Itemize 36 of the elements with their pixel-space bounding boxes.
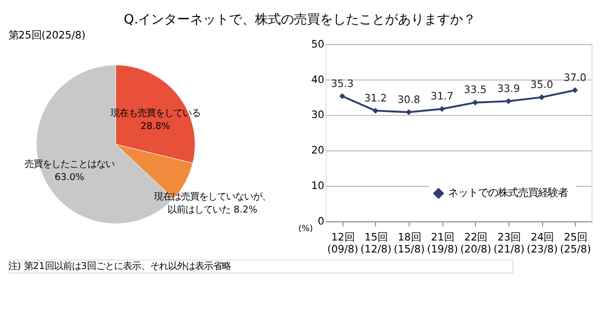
point bbox=[439, 106, 445, 112]
data-label: 31.7 bbox=[430, 90, 454, 103]
x-tick-label: 21回 (19/8) bbox=[426, 231, 458, 256]
y-tick-label: 30 bbox=[311, 109, 324, 122]
data-label: 33.9 bbox=[497, 82, 520, 95]
point bbox=[339, 93, 346, 100]
data-label: 28.8% bbox=[140, 121, 170, 132]
point bbox=[506, 98, 512, 104]
point bbox=[372, 108, 378, 114]
x-tick-label: 22回 (20/8) bbox=[460, 231, 492, 256]
y-tick-label: 0 bbox=[318, 216, 324, 228]
x-tick-label: 24回 (23/8) bbox=[526, 231, 558, 256]
y-tick-label: 20 bbox=[311, 144, 324, 157]
slice-label: 売買をしたことはない bbox=[24, 159, 114, 170]
data-label: 63.0% bbox=[54, 172, 84, 184]
text: 注) 第21回以前は3回ごとに表示、それ以外は表示省略 bbox=[8, 260, 231, 272]
slice-label: 現在は売買をしていないが、以前はしていた 8.2% bbox=[154, 192, 272, 216]
x-tick-label: 23回 (21/8) bbox=[493, 231, 524, 256]
x-tick-label: 18回 (15/8) bbox=[394, 231, 425, 256]
y-tick-label: 40 bbox=[311, 74, 324, 86]
x-tick-label: 15回 (12/8) bbox=[360, 231, 392, 256]
data-label: 31.2 bbox=[364, 92, 387, 104]
y-axis-title: (%) bbox=[298, 223, 313, 234]
x-tick-label: 25回 (25/8) bbox=[560, 231, 591, 256]
chart-subtitle: 第25回(2025/8) bbox=[8, 29, 86, 42]
point bbox=[572, 87, 578, 94]
y-tick-label: 50 bbox=[311, 38, 324, 50]
x-tick-label: 12回 (09/8) bbox=[327, 231, 358, 256]
data-label: 35.3 bbox=[330, 78, 354, 90]
y-tick-label: 10 bbox=[311, 180, 324, 192]
legend-label: ネットでの株式売買経験者 bbox=[448, 187, 568, 200]
data-label: 30.8 bbox=[397, 94, 420, 106]
data-label: 37.0 bbox=[564, 72, 586, 84]
data-label: 33.5 bbox=[464, 84, 487, 96]
data-label: 35.0 bbox=[530, 78, 554, 91]
text: Q.インターネットで、株式の売買をしたことがありますか？ bbox=[124, 12, 476, 28]
